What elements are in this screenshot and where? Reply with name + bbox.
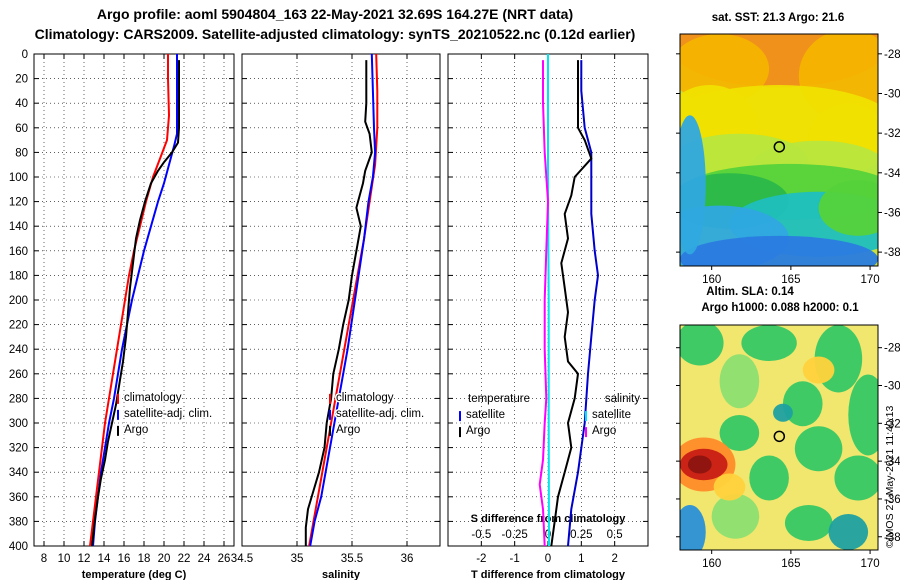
map-color-patch — [688, 456, 712, 474]
x-tick-label: 10 — [58, 553, 71, 565]
map-color-patch — [676, 321, 724, 366]
x-tick-label: 8 — [41, 553, 47, 565]
map-color-patch — [674, 505, 706, 559]
depth-tick-label: 160 — [9, 246, 28, 258]
depth-tick-label: 220 — [9, 320, 28, 332]
map-lat-label: -28 — [884, 49, 900, 61]
x-tick-label: 34.5 — [231, 553, 253, 565]
legend-label: Argo — [466, 425, 490, 437]
legend-label: Argo — [124, 424, 148, 436]
map-color-patch — [712, 494, 760, 539]
x-tick-label: 2 — [611, 553, 617, 565]
legend-label: Argo — [336, 424, 360, 436]
map-lon-label: 160 — [702, 558, 721, 570]
depth-tick-label: 0 — [22, 49, 28, 61]
x-tick-label: 16 — [118, 553, 131, 565]
depth-tick-label: 20 — [15, 74, 28, 86]
depth-tick-label: 180 — [9, 270, 28, 282]
map-lat-label: -34 — [884, 168, 900, 180]
legend-label: satellite-adj. clim. — [124, 408, 212, 420]
map-color-patch — [773, 404, 793, 422]
x-tick-label: 24 — [198, 553, 211, 565]
map-lon-label: 170 — [860, 274, 879, 286]
map-color-patch — [848, 375, 888, 456]
legend-label: climatology — [124, 392, 182, 404]
x-tick-label: 26 — [218, 553, 231, 565]
legend-label: satellite — [592, 409, 631, 421]
depth-tick-label: 120 — [9, 197, 28, 209]
x-tick-label: 20 — [158, 553, 171, 565]
map-lat-label: -36 — [884, 207, 900, 219]
map-lon-label: 165 — [781, 274, 800, 286]
map-sla — [640, 280, 900, 580]
sla-map-title-line1: Altim. SLA: 0.14 — [680, 286, 820, 298]
x-axis-label: T difference from climatology — [471, 569, 626, 580]
legend-label: satellite-adj. clim. — [336, 408, 424, 420]
sla-map-title-line2: Argo h1000: 0.088 h2000: 0.1 — [680, 302, 880, 314]
sst-map-title: sat. SST: 21.3 Argo: 21.6 — [678, 12, 878, 24]
depth-tick-label: 240 — [9, 344, 28, 356]
map-color-patch — [749, 456, 789, 501]
map-lat-label: -30 — [884, 88, 900, 100]
x-tick-label: 35 — [291, 553, 304, 565]
depth-tick-label: 60 — [15, 123, 28, 135]
x-axis-label: temperature (deg C) — [82, 569, 187, 580]
depth-tick-label: 200 — [9, 295, 28, 307]
series-line-difference-t-satellite — [548, 54, 549, 546]
x-tick-label: 18 — [138, 553, 151, 565]
s-tick-label: -0.25 — [502, 529, 528, 541]
map-lat-label: -32 — [884, 128, 900, 140]
map-color-patch — [674, 115, 706, 254]
map-color-patch — [829, 514, 869, 550]
depth-tick-label: 360 — [9, 492, 28, 504]
x-tick-label: 36 — [401, 553, 414, 565]
depth-tick-label: 40 — [15, 98, 28, 110]
depth-tick-label: 380 — [9, 516, 28, 528]
map-lat-label: -28 — [884, 343, 900, 355]
x-tick-label: 14 — [98, 553, 111, 565]
x-tick-label: 35.5 — [341, 553, 363, 565]
map-color-patch — [785, 505, 833, 541]
x-tick-label: 22 — [178, 553, 191, 565]
map-sst — [650, 4, 900, 282]
x-tick-label: 0 — [545, 553, 551, 565]
map-color-patch — [741, 325, 796, 361]
s-tick-label: 0.5 — [607, 529, 623, 541]
map-color-patch — [714, 474, 746, 501]
map-color-patch — [795, 426, 843, 471]
depth-tick-label: 260 — [9, 369, 28, 381]
legend-label: Argo — [592, 425, 616, 437]
x-tick-label: 1 — [578, 553, 584, 565]
map-lat-label: -38 — [884, 247, 900, 259]
depth-tick-label: 280 — [9, 393, 28, 405]
depth-tick-label: 320 — [9, 443, 28, 455]
imos-timestamp: ©IMOS 27-May-2021 11:40:13 — [884, 406, 896, 548]
depth-tick-label: 100 — [9, 172, 28, 184]
s-tick-label: 0.25 — [570, 529, 592, 541]
map-color-patch — [834, 456, 882, 501]
s-tick-label: -0.5 — [471, 529, 491, 541]
x-tick-label: -2 — [476, 553, 486, 565]
map-color-patch — [803, 357, 835, 384]
map-lon-label: 170 — [860, 558, 879, 570]
x-axis-label: salinity — [322, 569, 361, 580]
map-lon-label: 160 — [702, 274, 721, 286]
map-color-patch — [720, 354, 760, 408]
map-lon-label: 165 — [781, 558, 800, 570]
depth-tick-label: 340 — [9, 467, 28, 479]
x-tick-label: -1 — [510, 553, 520, 565]
depth-tick-label: 300 — [9, 418, 28, 430]
legend-label: climatology — [336, 392, 394, 404]
depth-tick-label: 80 — [15, 147, 28, 159]
depth-tick-label: 140 — [9, 221, 28, 233]
map-lat-label: -30 — [884, 381, 900, 393]
legend-title-salinity: salinity — [605, 393, 640, 405]
legend-label: satellite — [466, 409, 505, 421]
legend-title-temperature: temperature — [468, 393, 530, 405]
x-tick-label: 12 — [78, 553, 91, 565]
depth-tick-label: 400 — [9, 541, 28, 553]
